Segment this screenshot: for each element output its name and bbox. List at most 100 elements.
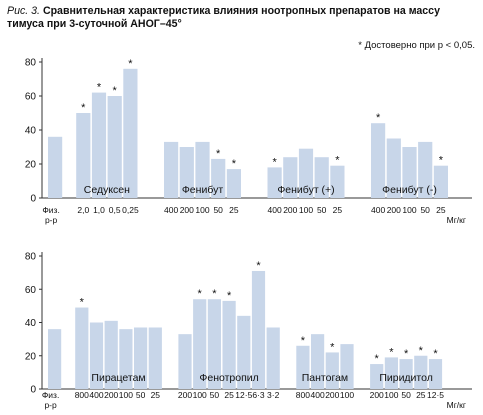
group-name: Седуксен xyxy=(84,184,130,196)
bar xyxy=(418,141,433,198)
significance-star: * xyxy=(272,156,277,168)
bar xyxy=(207,299,221,389)
y-tick-label: 40 xyxy=(25,318,37,329)
dose-label: 400 xyxy=(89,390,103,400)
significance-star: * xyxy=(227,290,232,302)
dose-label: 100 xyxy=(195,205,209,215)
dose-label: 25 xyxy=(151,390,161,400)
dose-label: 50 xyxy=(317,205,327,215)
significance-star: * xyxy=(301,335,306,347)
bar xyxy=(76,113,91,198)
bar xyxy=(311,334,325,389)
significance-star: * xyxy=(216,148,221,160)
y-tick-label: 0 xyxy=(30,385,36,396)
dose-label: 200 xyxy=(180,205,194,215)
bar xyxy=(296,345,310,389)
bar xyxy=(314,157,329,198)
dose-label: 800 xyxy=(296,390,310,400)
bar xyxy=(428,359,443,389)
dose-label: 2,0 xyxy=(77,205,89,215)
significance-star: * xyxy=(232,158,237,170)
dose-label: 100 xyxy=(299,205,313,215)
bar xyxy=(298,148,314,198)
dose-label: 100 xyxy=(384,390,398,400)
dose-label: 400 xyxy=(268,205,282,215)
dose-label: 12·5 xyxy=(235,390,252,400)
bar xyxy=(89,322,104,389)
control-label-line1: Физ. xyxy=(42,205,59,215)
y-tick-label: 60 xyxy=(25,285,37,296)
bar xyxy=(211,158,226,198)
dose-label: 25 xyxy=(416,390,426,400)
bar xyxy=(222,300,236,389)
bar xyxy=(237,315,251,389)
dose-label: 200 xyxy=(104,390,118,400)
significance-star: * xyxy=(335,155,340,167)
dose-label: 0,5 xyxy=(109,205,121,215)
bar xyxy=(193,299,207,389)
dose-label: 50 xyxy=(420,205,430,215)
bar xyxy=(384,357,398,389)
dose-label: 25 xyxy=(224,390,234,400)
dose-label: 25 xyxy=(229,205,239,215)
dose-label: 100 xyxy=(193,390,207,400)
dose-label: 50 xyxy=(210,390,220,400)
control-label-line2: р-р xyxy=(45,215,58,225)
significance-star: * xyxy=(439,155,444,167)
bar xyxy=(164,141,179,198)
bar xyxy=(123,68,138,198)
significance-star: * xyxy=(376,112,381,124)
significance-star: * xyxy=(389,346,394,358)
bar xyxy=(283,157,298,198)
significance-star: * xyxy=(212,288,217,300)
bar xyxy=(107,96,122,198)
y-tick-label: 0 xyxy=(30,194,36,205)
significance-star: * xyxy=(419,345,424,357)
significance-star: * xyxy=(375,353,380,365)
dose-label: 50 xyxy=(401,390,411,400)
significance-star: * xyxy=(198,288,203,300)
bar xyxy=(119,329,133,389)
dose-label: 100 xyxy=(340,390,354,400)
bar xyxy=(267,167,282,198)
dose-label: 400 xyxy=(371,205,385,215)
bar xyxy=(340,344,354,389)
significance-star: * xyxy=(256,260,261,272)
group-name: Фенибут (-) xyxy=(382,184,437,196)
bar xyxy=(134,327,148,389)
bar xyxy=(325,352,339,389)
significance-star: * xyxy=(404,348,409,360)
dose-label: 3·2 xyxy=(267,390,280,400)
dose-label: 200 xyxy=(178,390,192,400)
bar xyxy=(371,123,386,198)
bar xyxy=(402,147,417,198)
dose-label: 0,25 xyxy=(122,205,139,215)
significance-star: * xyxy=(80,297,85,309)
significance-star: * xyxy=(113,85,118,97)
dose-label: 200 xyxy=(387,205,401,215)
figure-title-text: Сравнительная характеристика влияния ноо… xyxy=(7,5,440,30)
y-tick-label: 60 xyxy=(25,92,37,103)
bar xyxy=(179,147,194,198)
y-tick-label: 80 xyxy=(25,252,37,263)
dose-label: 200 xyxy=(370,390,384,400)
bar xyxy=(195,141,210,198)
bar xyxy=(330,165,345,198)
y-tick-label: 40 xyxy=(25,126,37,137)
significance-note: * Достоверно при p < 0,05. xyxy=(358,40,475,51)
y-tick-label: 20 xyxy=(25,351,37,362)
significance-star: * xyxy=(330,341,335,353)
significance-star: * xyxy=(81,102,86,114)
dose-label: 100 xyxy=(402,205,416,215)
dose-label: 400 xyxy=(311,390,325,400)
significance-star: * xyxy=(128,58,133,70)
bar xyxy=(266,327,280,389)
dose-label: 100 xyxy=(119,390,133,400)
bar xyxy=(75,307,89,389)
control-label-line2: р-р xyxy=(44,400,57,410)
dose-label: 50 xyxy=(136,390,146,400)
bar xyxy=(104,320,118,389)
control-label-line1: Физ. xyxy=(42,390,59,400)
figure-label: Рис. 3. xyxy=(7,5,40,17)
